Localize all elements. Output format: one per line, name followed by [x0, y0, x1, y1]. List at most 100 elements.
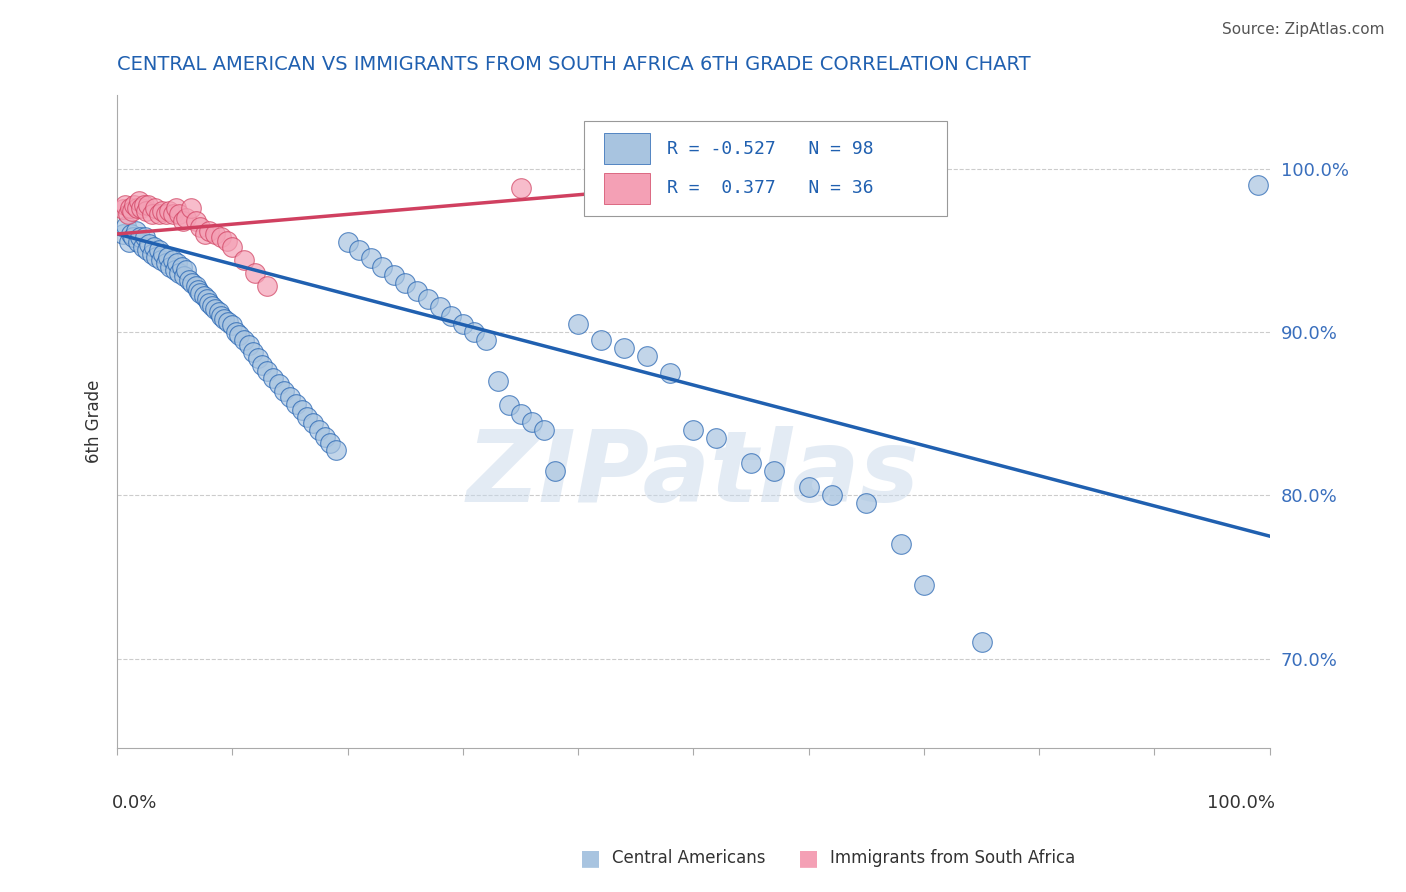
Point [214, 312, 236, 326]
Text: 0.0%: 0.0% [111, 794, 157, 813]
Point [273, 384, 295, 398]
Point [498, 399, 520, 413]
Point [141, 207, 163, 221]
Point [180, 201, 202, 215]
Text: ■: ■ [799, 848, 818, 868]
Point [912, 578, 935, 592]
Point [890, 537, 912, 551]
Point [155, 207, 177, 221]
Text: ■: ■ [581, 848, 600, 868]
Point [463, 325, 485, 339]
Point [245, 266, 267, 280]
Point [763, 464, 786, 478]
Point [184, 214, 207, 228]
Point [195, 293, 218, 307]
Text: Source: ZipAtlas.com: Source: ZipAtlas.com [1222, 22, 1385, 37]
Point [169, 266, 191, 280]
FancyBboxPatch shape [603, 133, 650, 164]
Point [256, 279, 278, 293]
Point [198, 224, 221, 238]
Point [128, 194, 150, 209]
Point [143, 201, 166, 215]
Point [252, 358, 274, 372]
Point [246, 351, 269, 365]
Point [371, 260, 394, 274]
Point [238, 338, 260, 352]
Text: 100.0%: 100.0% [1208, 794, 1275, 813]
Point [188, 285, 211, 300]
Point [172, 214, 194, 228]
Point [284, 397, 307, 411]
Point [486, 374, 509, 388]
Point [177, 273, 200, 287]
Point [162, 253, 184, 268]
Y-axis label: 6th Grade: 6th Grade [86, 380, 103, 464]
Text: ZIPatlas: ZIPatlas [467, 425, 920, 523]
Point [325, 442, 347, 457]
Point [209, 230, 232, 244]
Text: Immigrants from South Africa: Immigrants from South Africa [830, 849, 1074, 867]
Point [682, 423, 704, 437]
Point [221, 318, 243, 333]
Text: CENTRAL AMERICAN VS IMMIGRANTS FROM SOUTH AFRICA 6TH GRADE CORRELATION CHART: CENTRAL AMERICAN VS IMMIGRANTS FROM SOUT… [117, 55, 1031, 74]
Point [155, 256, 177, 270]
Point [201, 299, 224, 313]
Point [347, 244, 370, 258]
Point [131, 201, 153, 215]
Point [152, 246, 174, 260]
Point [136, 197, 159, 211]
Point [382, 268, 405, 282]
Point [509, 407, 531, 421]
Point [176, 211, 198, 225]
Point [302, 417, 325, 431]
Point [121, 204, 143, 219]
Point [451, 317, 474, 331]
Point [145, 250, 167, 264]
Point [242, 344, 264, 359]
Point [225, 325, 247, 339]
Point [1247, 178, 1270, 192]
Point [150, 204, 173, 219]
Point [131, 240, 153, 254]
Point [124, 197, 146, 211]
Point [143, 240, 166, 254]
Text: R = -0.527   N = 98: R = -0.527 N = 98 [666, 139, 873, 158]
Point [187, 283, 209, 297]
Point [115, 219, 138, 233]
Point [141, 246, 163, 260]
Point [855, 496, 877, 510]
Point [148, 207, 170, 221]
Point [418, 293, 440, 307]
Point [176, 263, 198, 277]
Point [122, 230, 145, 244]
Point [184, 279, 207, 293]
Point [336, 235, 359, 249]
Point [308, 423, 330, 437]
Point [129, 230, 152, 244]
Point [204, 227, 226, 241]
Point [207, 305, 229, 319]
Point [148, 244, 170, 258]
Point [198, 295, 221, 310]
Point [429, 301, 451, 315]
Point [613, 341, 636, 355]
Point [111, 227, 134, 241]
Point [567, 317, 589, 331]
FancyBboxPatch shape [583, 121, 948, 216]
Point [405, 284, 427, 298]
Point [297, 409, 319, 424]
Point [821, 488, 844, 502]
Point [117, 207, 139, 221]
Point [706, 431, 728, 445]
Point [509, 181, 531, 195]
Point [262, 370, 284, 384]
Point [394, 276, 416, 290]
Point [114, 197, 136, 211]
Point [291, 403, 314, 417]
Point [136, 244, 159, 258]
Point [132, 197, 155, 211]
Point [533, 423, 555, 437]
Text: R =  0.377   N = 36: R = 0.377 N = 36 [666, 179, 873, 197]
Point [740, 456, 762, 470]
Point [544, 464, 567, 478]
